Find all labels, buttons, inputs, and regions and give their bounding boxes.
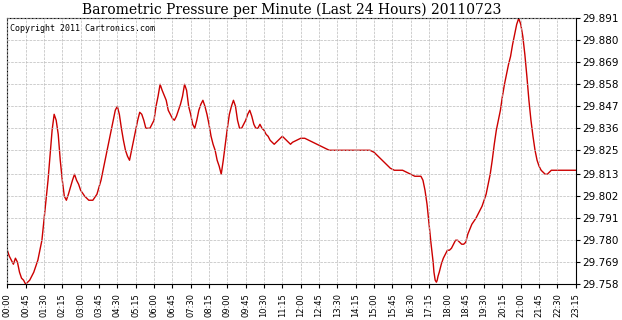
Text: Copyright 2011 Cartronics.com: Copyright 2011 Cartronics.com [10, 24, 155, 33]
Title: Barometric Pressure per Minute (Last 24 Hours) 20110723: Barometric Pressure per Minute (Last 24 … [82, 3, 501, 17]
